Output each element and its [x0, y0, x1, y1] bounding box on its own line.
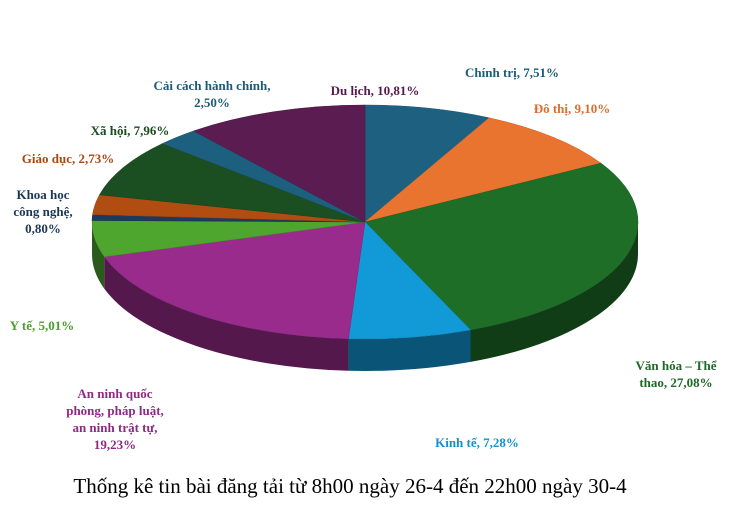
slice [103, 221, 366, 340]
data-label: 19,23% [94, 437, 136, 452]
slice-side [104, 256, 349, 371]
data-label: Khoa học [16, 187, 69, 202]
slice-side [92, 222, 105, 289]
slice [364, 162, 639, 331]
data-label: Kinh tế, 7,28% [435, 435, 519, 450]
data-label: thao, 27,08% [639, 375, 712, 390]
slice [364, 104, 490, 223]
data-label: Cải cách hành chính, [153, 78, 270, 93]
pie-tops [91, 104, 639, 340]
data-label: Đô thị, 9,10% [534, 101, 611, 116]
data-label: Y tế, 5,01% [10, 318, 75, 333]
data-label: an ninh trật tự, [72, 420, 157, 435]
slice [99, 143, 366, 223]
slice [192, 104, 366, 223]
chart-title: Thống kê tin bài đăng tải từ 8h00 ngày 2… [73, 474, 627, 498]
data-label: Chính trị, 7,51% [465, 65, 559, 80]
slice [364, 117, 602, 223]
data-label: phòng, pháp luật, [66, 403, 164, 418]
data-label: 0,80% [25, 221, 61, 236]
slice-side [348, 329, 471, 371]
data-label: Văn hóa – Thể [635, 358, 717, 373]
data-label: Du lịch, 10,81% [331, 83, 420, 98]
data-label: Xã hội, 7,96% [91, 123, 170, 138]
labels: Chính trị, 7,51% Đô thị, 9,10% Văn hóa – T… [10, 65, 718, 452]
slice-side [470, 222, 638, 362]
pie-sides [92, 222, 638, 371]
data-label: công nghệ, [13, 204, 72, 219]
data-label: Giáo dục, 2,73% [22, 151, 114, 166]
slice [348, 221, 472, 340]
data-label: An ninh quốc [77, 386, 152, 401]
data-label: 2,50% [194, 95, 230, 110]
